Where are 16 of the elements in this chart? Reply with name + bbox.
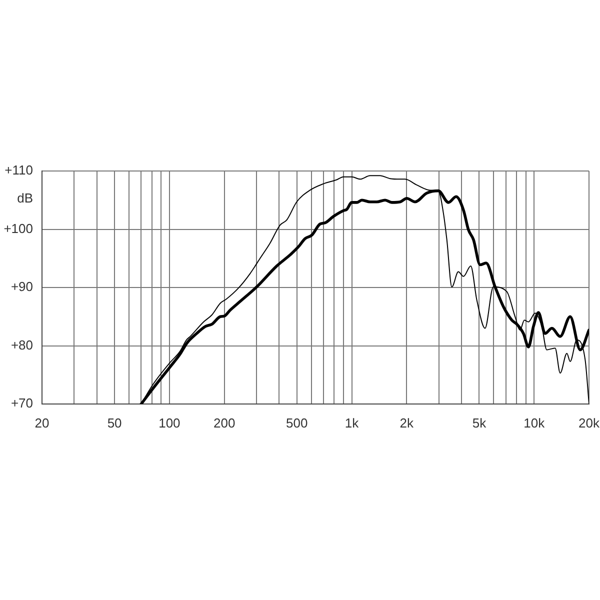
x-tick-label: 200 — [213, 415, 236, 430]
y-axis-title: dB — [17, 190, 33, 206]
x-tick-label: 20k — [578, 415, 600, 430]
y-tick-label: +100 — [4, 220, 33, 236]
x-tick-label: 500 — [286, 415, 308, 430]
x-tick-label: 1k — [344, 415, 360, 430]
x-tick-label: 5k — [472, 415, 487, 430]
y-tick-label: +110 — [4, 162, 33, 178]
y-tick-label: +90 — [10, 279, 33, 294]
x-tick-label: 10k — [524, 415, 546, 430]
x-tick-label: 50 — [107, 415, 122, 430]
x-tick-label: 2k — [400, 415, 414, 430]
y-tick-label: +80 — [10, 337, 33, 352]
y-tick-label: +70 — [10, 396, 33, 411]
x-tick-label: 20 — [34, 415, 50, 430]
x-tick-label: 100 — [158, 415, 180, 430]
